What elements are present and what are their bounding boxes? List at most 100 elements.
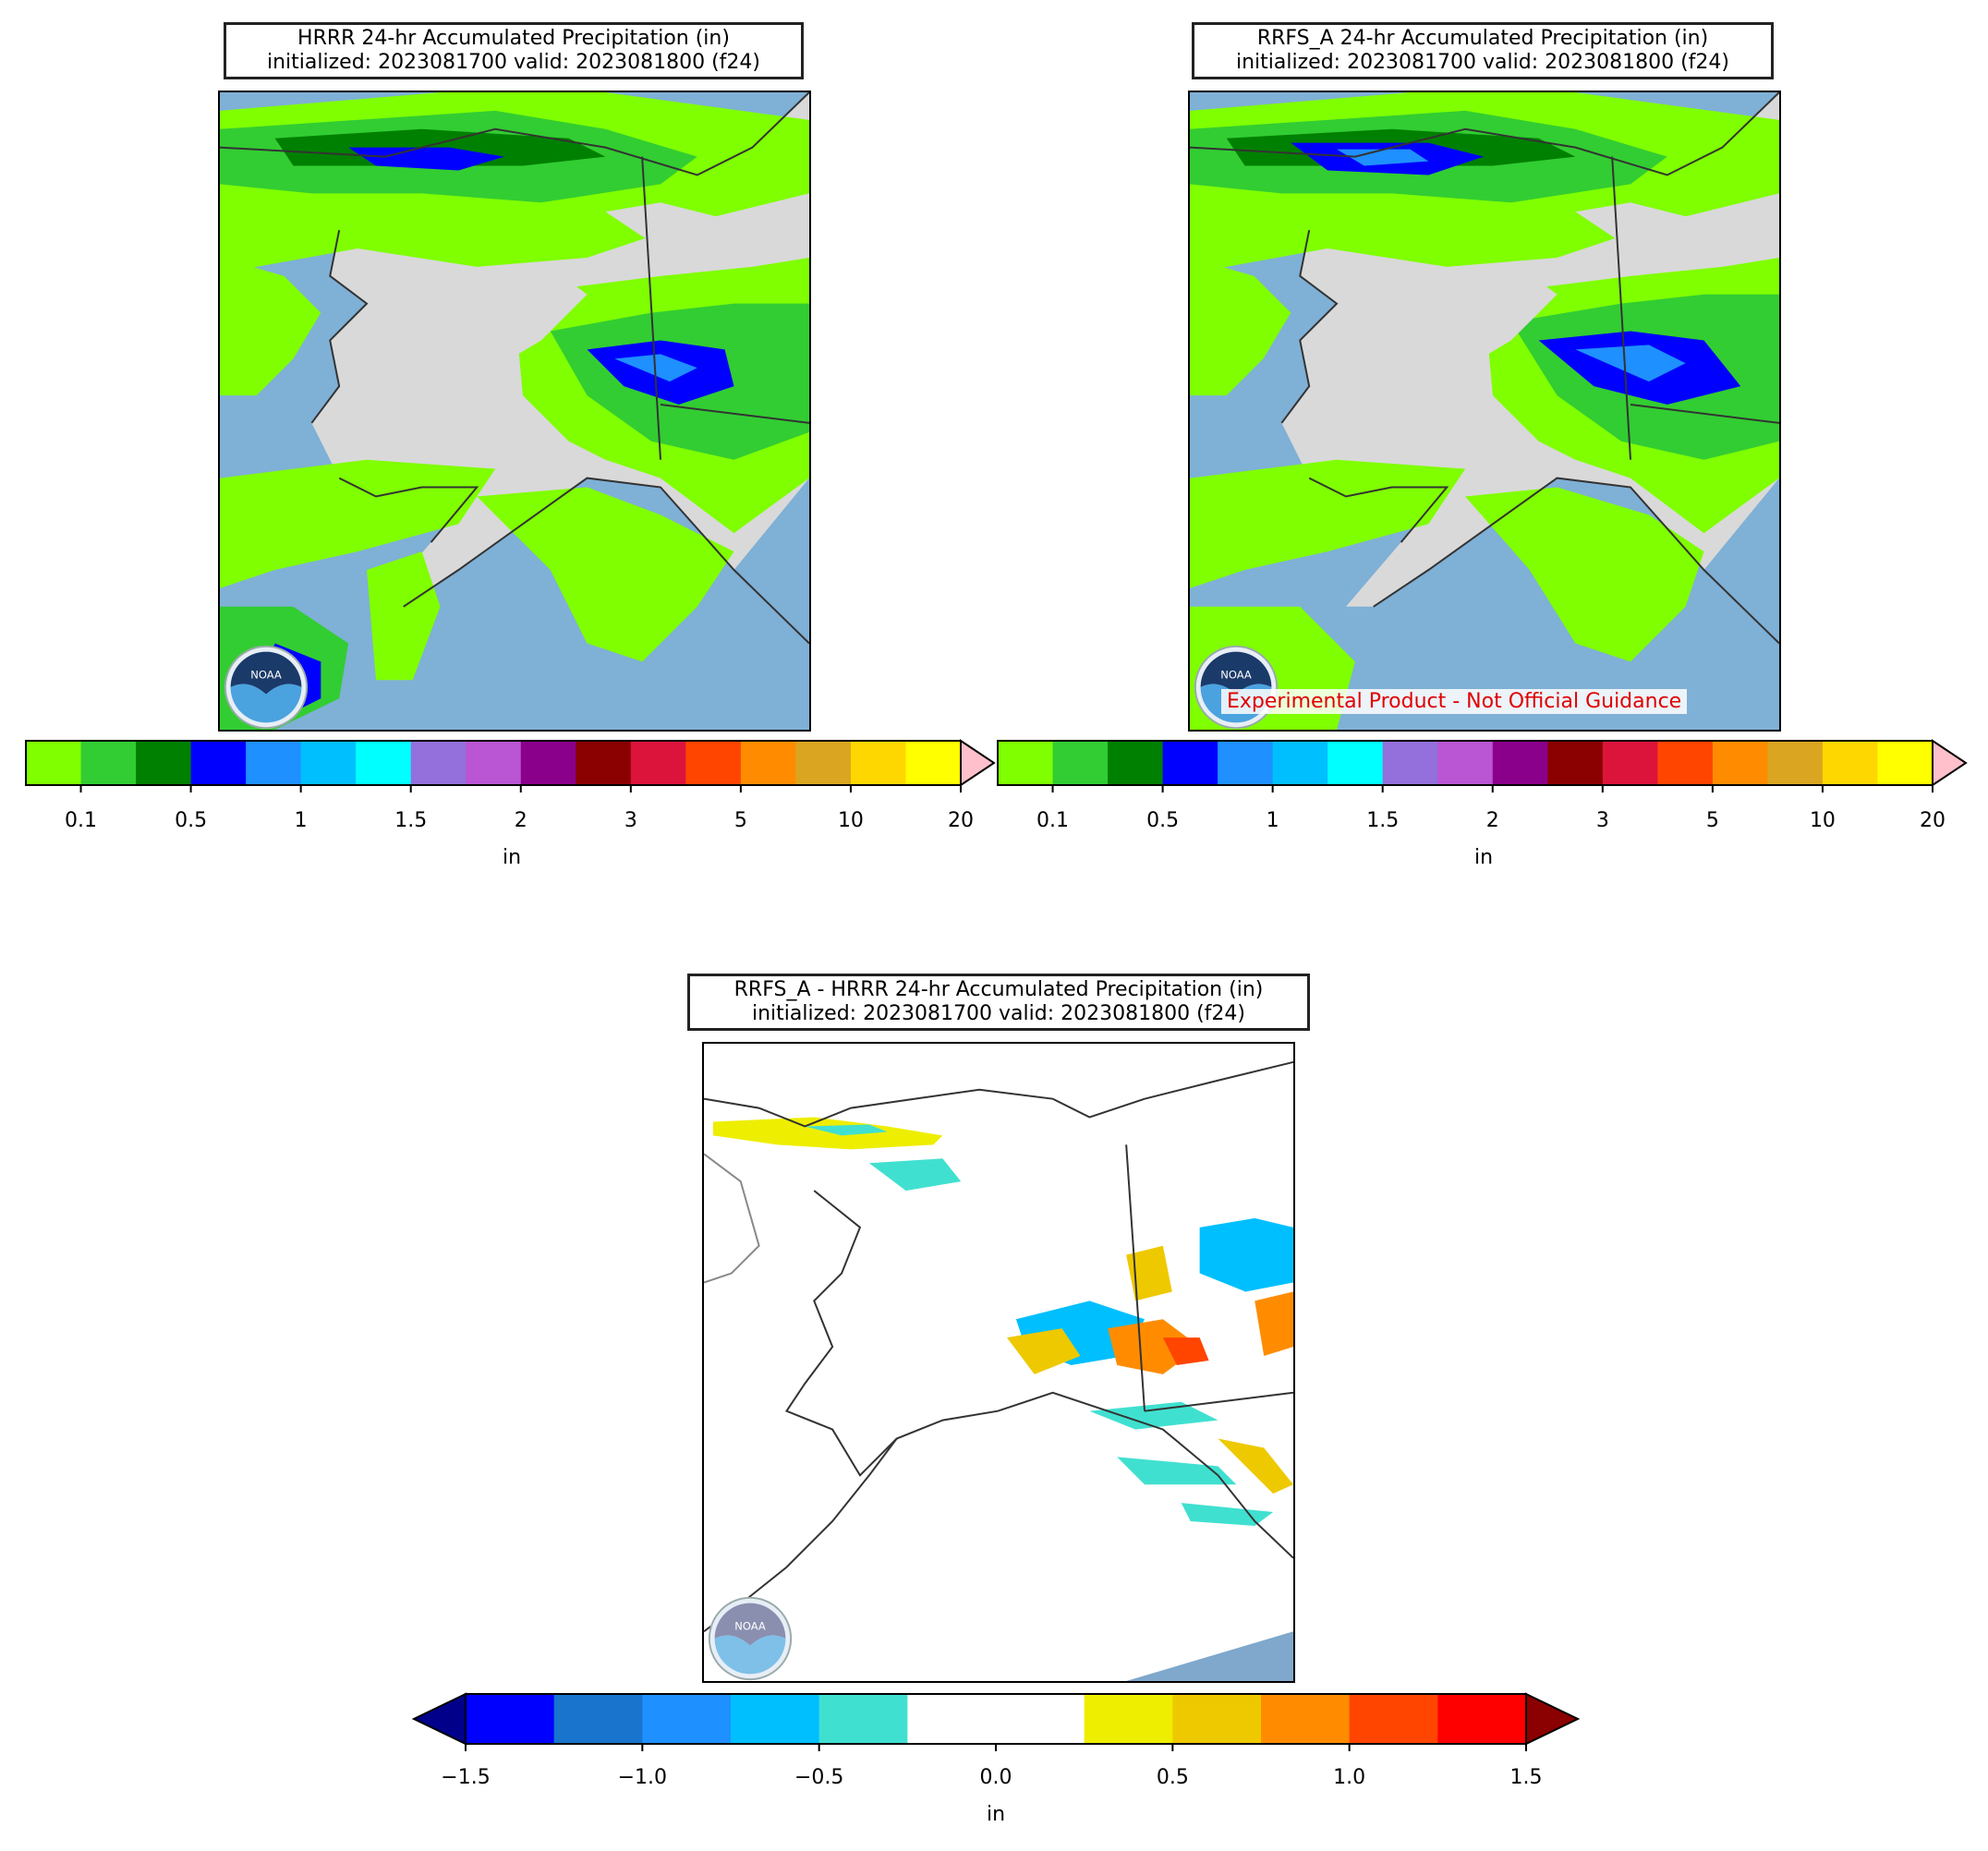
hrrr-map: NOAA <box>218 91 811 732</box>
noaa-logo-icon: NOAA <box>708 1596 793 1681</box>
hrrr-title-line1: HRRR 24-hr Accumulated Precipitation (in… <box>297 27 730 50</box>
colorbar-tick-label: 5 <box>733 809 747 832</box>
colorbar-tick-label: 1.0 <box>1333 1766 1366 1789</box>
diff-field <box>704 1044 1293 1681</box>
colorbar-swatch <box>1382 741 1438 785</box>
colorbar-swatch <box>642 1694 732 1744</box>
colorbar-swatch <box>136 741 192 785</box>
colorbar-tick-label: 1 <box>294 809 308 832</box>
colorbar-swatch <box>685 741 742 785</box>
svg-text:NOAA: NOAA <box>1220 668 1252 681</box>
colorbar-swatch <box>907 1694 997 1744</box>
experimental-product-label: Experimental Product - Not Official Guid… <box>1221 689 1688 714</box>
colorbar-tick-label: 2 <box>1485 809 1499 832</box>
colorbar-swatch <box>26 741 82 785</box>
colorbar-swatch <box>356 741 412 785</box>
diff-title-line2: initialized: 2023081700 valid: 202308180… <box>752 1002 1245 1025</box>
colorbar-tick-label: 0.1 <box>1036 809 1070 832</box>
colorbar-swatch <box>850 741 906 785</box>
colorbar-swatch <box>1712 741 1768 785</box>
noaa-logo-icon: NOAA <box>224 645 309 730</box>
diff-colorbar-swatches <box>411 1692 1581 1751</box>
colorbar-swatch <box>1218 741 1274 785</box>
colorbar-swatch <box>1162 741 1218 785</box>
colorbar-swatch <box>300 741 357 785</box>
colorbar-tick-label: 1.5 <box>394 809 428 832</box>
colorbar-swatch <box>1327 741 1384 785</box>
colorbar-swatch <box>520 741 576 785</box>
colorbar-tick-label: 20 <box>1920 809 1946 832</box>
rrfs-title: RRFS_A 24-hr Accumulated Precipitation (… <box>1192 22 1774 79</box>
rrfs-map: NOAA Experimental Product - Not Official… <box>1188 91 1781 732</box>
colorbar-tick-label: −0.5 <box>794 1766 844 1789</box>
rrfs-colorbar: 0.1 0.5 1 1.5 2 3 5 10 20 in <box>997 739 1968 869</box>
colorbar-swatch <box>740 741 796 785</box>
colorbar-swatch <box>1767 741 1824 785</box>
colorbar-swatch <box>1052 741 1109 785</box>
colorbar-over-arrow <box>1525 1692 1581 1746</box>
svg-text:NOAA: NOAA <box>250 668 282 681</box>
noaa-logo-icon: NOAA <box>1194 645 1279 730</box>
diff-map: NOAA <box>702 1042 1295 1683</box>
colorbar-tick-label: 1.5 <box>1366 809 1400 832</box>
colorbar-tick-label: 20 <box>948 809 974 832</box>
colorbar-swatch <box>1822 741 1878 785</box>
colorbar-swatch <box>1261 1694 1351 1744</box>
rrfs-colorbar-unit: in <box>1473 846 1494 869</box>
diff-title-line1: RRFS_A - HRRR 24-hr Accumulated Precipit… <box>733 978 1264 1001</box>
colorbar-swatch <box>630 741 686 785</box>
colorbar-tick-label: 1.5 <box>1509 1766 1543 1789</box>
rrfs-title-line1: RRFS_A 24-hr Accumulated Precipitation (… <box>1256 27 1709 50</box>
hrrr-precip-field <box>220 92 809 730</box>
colorbar-tick-label: 2 <box>514 809 527 832</box>
colorbar-swatch <box>1492 741 1548 785</box>
hrrr-colorbar: 0.1 0.5 1 1.5 2 3 5 10 20 in <box>25 739 996 869</box>
colorbar-tick-label: 10 <box>1809 809 1836 832</box>
colorbar-swatch <box>410 741 467 785</box>
colorbar-swatch <box>553 1694 643 1744</box>
colorbar-swatch <box>1437 1694 1527 1744</box>
colorbar-swatch <box>731 1694 820 1744</box>
colorbar-tick-label: 0.1 <box>65 809 98 832</box>
colorbar-tick-label: 0.5 <box>1146 809 1180 832</box>
colorbar-swatch <box>1172 1694 1262 1744</box>
colorbar-tick-label: 3 <box>1595 809 1609 832</box>
colorbar-under-arrow <box>411 1692 467 1746</box>
colorbar-swatch <box>818 1694 908 1744</box>
colorbar-extend-arrow <box>960 739 996 787</box>
colorbar-tick-label: 1 <box>1266 809 1279 832</box>
colorbar-tick-label: 3 <box>624 809 637 832</box>
colorbar-swatch <box>246 741 302 785</box>
rrfs-title-line2: initialized: 2023081700 valid: 202308180… <box>1236 51 1729 74</box>
colorbar-swatch <box>1084 1694 1173 1744</box>
diff-colorbar: −1.5 −1.0 −0.5 0.0 0.5 1.0 1.5 in <box>411 1692 1581 1826</box>
colorbar-swatch <box>80 741 137 785</box>
colorbar-swatch <box>466 1694 555 1744</box>
svg-text:NOAA: NOAA <box>734 1619 766 1632</box>
colorbar-swatch <box>905 741 962 785</box>
diff-title: RRFS_A - HRRR 24-hr Accumulated Precipit… <box>687 974 1310 1031</box>
hrrr-colorbar-swatches <box>25 739 996 792</box>
diff-colorbar-unit: in <box>986 1803 1006 1826</box>
rrfs-colorbar-swatches <box>997 739 1968 792</box>
colorbar-swatch <box>1437 741 1494 785</box>
colorbar-extend-arrow <box>1932 739 1968 787</box>
hrrr-title-line2: initialized: 2023081700 valid: 202308180… <box>267 51 760 74</box>
colorbar-swatch <box>1547 741 1604 785</box>
colorbar-tick-label: 0.0 <box>979 1766 1012 1789</box>
colorbar-swatch <box>1657 741 1714 785</box>
colorbar-swatch <box>996 1694 1085 1744</box>
colorbar-tick-label: 0.5 <box>175 809 208 832</box>
colorbar-swatch <box>795 741 852 785</box>
colorbar-tick-label: −1.0 <box>617 1766 668 1789</box>
colorbar-swatch <box>466 741 522 785</box>
rrfs-precip-field <box>1190 92 1779 730</box>
colorbar-swatch <box>1108 741 1164 785</box>
colorbar-swatch <box>1272 741 1328 785</box>
colorbar-swatch <box>1602 741 1658 785</box>
colorbar-tick-label: −1.5 <box>441 1766 491 1789</box>
colorbar-swatch <box>998 741 1054 785</box>
colorbar-tick-label: 10 <box>837 809 864 832</box>
hrrr-colorbar-unit: in <box>502 846 522 869</box>
colorbar-swatch <box>576 741 632 785</box>
